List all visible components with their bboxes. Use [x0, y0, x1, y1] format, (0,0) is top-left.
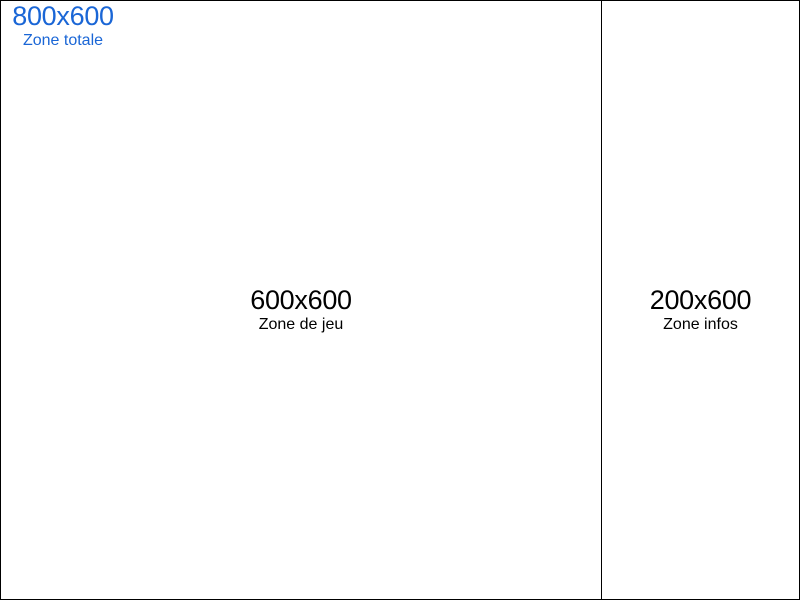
total-zone-label: 800x600 Zone totale: [5, 1, 121, 51]
info-zone-size: 200x600: [649, 285, 752, 315]
total-zone-size: 800x600: [12, 1, 114, 31]
zone-divider: [601, 1, 602, 599]
game-zone-label: 600x600 Zone de jeu: [201, 285, 401, 335]
total-zone-name: Zone totale: [22, 32, 104, 49]
game-zone-size: 600x600: [250, 285, 352, 315]
info-zone-name: Zone infos: [663, 316, 738, 333]
game-zone-name: Zone de jeu: [258, 316, 344, 333]
info-zone-label: 200x600 Zone infos: [601, 285, 800, 335]
